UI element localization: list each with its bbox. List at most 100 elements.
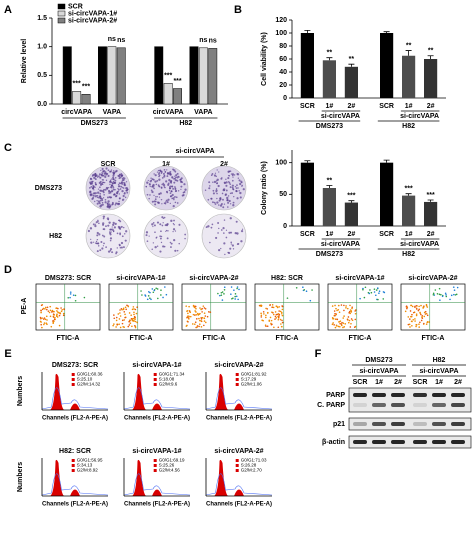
event [335, 324, 338, 327]
colony [152, 242, 155, 244]
colony [97, 200, 101, 203]
event [200, 320, 203, 322]
band [372, 440, 386, 444]
colony [170, 190, 173, 192]
error-bar [427, 55, 434, 59]
event [277, 317, 280, 319]
legend-label: si-circVAPA-2# [68, 17, 117, 24]
significance: ** [349, 56, 355, 63]
event [51, 320, 54, 322]
legend-swatch [153, 383, 157, 386]
significance: *** [427, 192, 435, 199]
colony [227, 177, 230, 180]
colony [122, 246, 125, 249]
colony [175, 176, 177, 178]
band [391, 422, 405, 426]
event [237, 298, 239, 301]
colony [167, 230, 169, 232]
well [201, 213, 247, 259]
event [148, 290, 150, 293]
colony [146, 193, 149, 196]
event [69, 296, 71, 299]
y-axis-label: Numbers [17, 462, 24, 492]
y-tick-label: 100 [275, 160, 287, 167]
plot-frame [327, 283, 393, 331]
colony [228, 175, 230, 177]
legend-swatch [153, 464, 157, 467]
colony [235, 189, 238, 193]
event [187, 321, 189, 323]
event [334, 326, 337, 329]
colony [99, 186, 101, 189]
event [277, 326, 280, 329]
error-bar [304, 30, 311, 33]
colony [115, 194, 118, 197]
event [416, 308, 418, 310]
event [186, 310, 188, 312]
fit-line [41, 473, 109, 496]
event [67, 296, 70, 299]
event [342, 317, 345, 319]
y-tick-label: 0 [283, 223, 287, 230]
significance: ns [108, 36, 116, 43]
colony [105, 172, 108, 175]
event [378, 292, 380, 294]
colony [121, 189, 124, 193]
colony [96, 234, 99, 237]
colony [211, 223, 214, 226]
colony [104, 198, 107, 201]
event [279, 310, 282, 313]
event [47, 310, 50, 312]
colony [229, 217, 232, 220]
event [149, 291, 151, 294]
event [192, 313, 195, 316]
colony [174, 201, 177, 204]
event [233, 289, 235, 291]
event [191, 323, 194, 325]
colony [111, 178, 113, 180]
group-sublabel: si-circVAPA [419, 368, 458, 375]
colony [236, 232, 239, 235]
colony [103, 235, 106, 238]
event [440, 293, 442, 296]
event [445, 295, 448, 298]
colony [118, 243, 121, 246]
event [134, 320, 137, 323]
event [133, 311, 135, 314]
colony [217, 232, 219, 234]
colony [227, 195, 230, 197]
event [347, 321, 350, 324]
colony [101, 179, 104, 181]
event [44, 318, 47, 321]
x-axis-label: FTIC-A [57, 335, 80, 342]
colony [118, 227, 120, 230]
colony [222, 227, 225, 230]
colony [102, 215, 106, 218]
colony [238, 179, 241, 182]
colony [101, 199, 104, 202]
colony [92, 186, 95, 189]
stat: S:17.29 [241, 377, 257, 382]
colony [172, 231, 174, 233]
event [351, 319, 354, 322]
event [407, 316, 410, 318]
colony [180, 177, 183, 180]
event [201, 316, 204, 319]
significance: ** [406, 42, 412, 49]
colony [162, 222, 164, 224]
colony [149, 194, 151, 196]
event [131, 325, 133, 328]
event [406, 307, 408, 310]
colony [95, 192, 98, 194]
event [49, 315, 52, 318]
colony [152, 185, 154, 187]
colony [230, 241, 233, 244]
event [55, 315, 58, 318]
event [147, 295, 150, 297]
colony [234, 185, 237, 188]
colony [145, 231, 149, 234]
fit-line [205, 473, 273, 496]
colony [236, 197, 239, 200]
colony [149, 183, 151, 185]
event [49, 309, 52, 312]
